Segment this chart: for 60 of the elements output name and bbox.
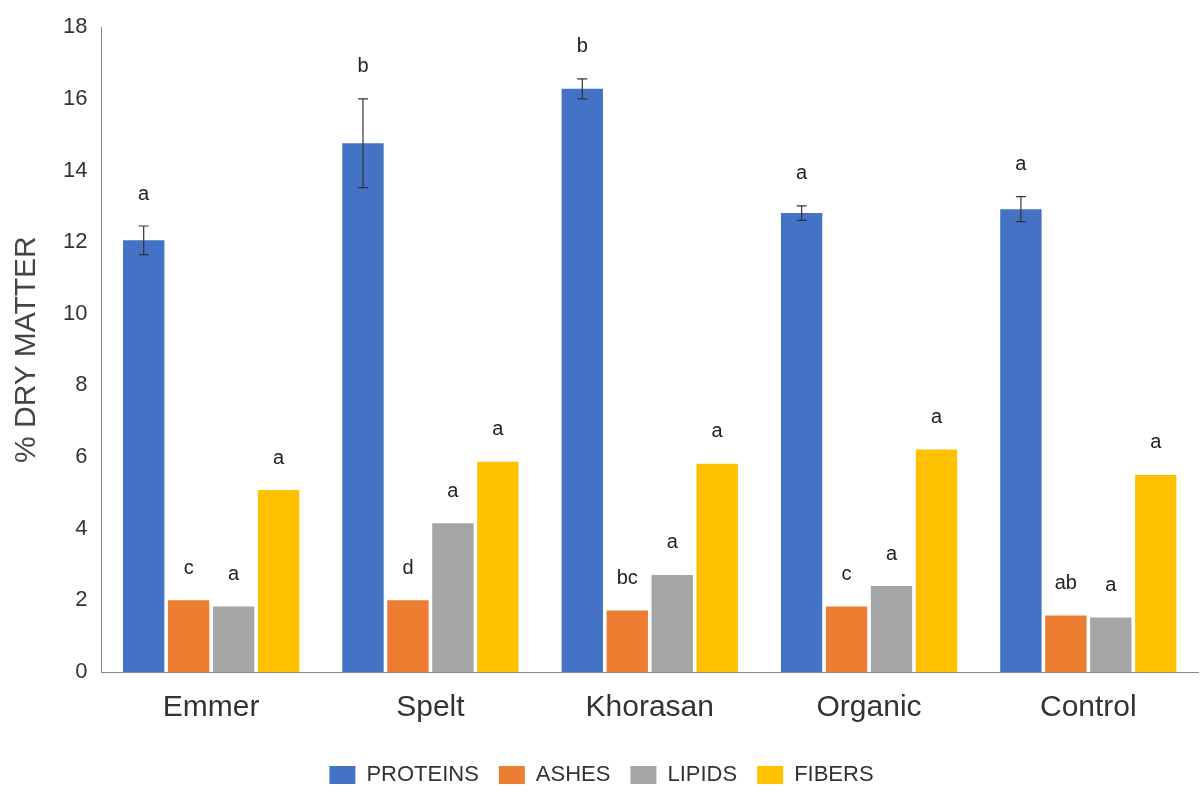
annotation: b bbox=[576, 34, 588, 57]
x-tick-label: Spelt bbox=[396, 689, 466, 723]
x-tick-label: Control bbox=[1039, 689, 1137, 723]
annotation: a bbox=[447, 478, 460, 501]
bar bbox=[651, 574, 693, 672]
y-tick-label: 2 bbox=[75, 586, 88, 612]
annotation: a bbox=[273, 445, 285, 468]
bar bbox=[825, 606, 868, 672]
annotation: a bbox=[1105, 573, 1118, 596]
bar bbox=[1000, 209, 1042, 672]
annotation: c bbox=[183, 555, 194, 578]
bar bbox=[1135, 474, 1177, 672]
bar bbox=[606, 610, 648, 672]
annotation: a bbox=[228, 561, 241, 584]
bar bbox=[432, 523, 474, 672]
annotation: ab bbox=[1054, 570, 1077, 593]
bar bbox=[167, 600, 210, 672]
x-tick-label: Khorasan bbox=[585, 689, 714, 723]
annotation: a bbox=[1150, 430, 1163, 453]
bar bbox=[387, 600, 429, 672]
y-tick-label: 4 bbox=[75, 514, 88, 540]
y-tick-label: 8 bbox=[75, 371, 88, 397]
annotation: b bbox=[357, 54, 369, 77]
annotation: d bbox=[402, 555, 414, 578]
legend-label: LIPIDS bbox=[667, 761, 738, 787]
y-tick-label: 0 bbox=[75, 658, 88, 684]
annotation: a bbox=[666, 530, 679, 553]
y-tick-label: 6 bbox=[75, 443, 88, 469]
x-tick-label: Organic bbox=[816, 689, 922, 723]
annotation: bc bbox=[616, 565, 638, 588]
y-tick-label: 18 bbox=[62, 13, 88, 39]
annotation: a bbox=[492, 417, 505, 440]
bar bbox=[870, 586, 913, 672]
bar bbox=[915, 449, 958, 672]
y-tick-label: 12 bbox=[62, 228, 88, 254]
bar bbox=[342, 143, 384, 672]
bar bbox=[1045, 615, 1087, 672]
annotation: a bbox=[1015, 152, 1028, 175]
bar bbox=[123, 240, 165, 672]
bar bbox=[477, 461, 519, 672]
legend-label: PROTEINS bbox=[366, 761, 479, 787]
bar bbox=[780, 213, 823, 672]
x-tick-label: Emmer bbox=[162, 689, 260, 723]
bar bbox=[1090, 617, 1132, 672]
y-tick-label: 16 bbox=[62, 84, 88, 110]
y-axis-title: % DRY MATTER bbox=[8, 236, 42, 463]
bar bbox=[696, 463, 738, 672]
annotation: a bbox=[930, 405, 943, 428]
annotation: a bbox=[796, 161, 809, 184]
y-tick-label: 14 bbox=[62, 156, 88, 182]
annotation: a bbox=[885, 541, 898, 564]
y-tick-label: 10 bbox=[62, 299, 88, 325]
legend-label: FIBERS bbox=[794, 761, 874, 787]
bar bbox=[257, 490, 300, 672]
bar bbox=[561, 88, 603, 672]
bar bbox=[212, 606, 255, 672]
annotation: a bbox=[138, 181, 151, 204]
annotation: c bbox=[841, 561, 852, 584]
legend-label: ASHES bbox=[535, 761, 611, 787]
annotation: a bbox=[711, 419, 724, 442]
